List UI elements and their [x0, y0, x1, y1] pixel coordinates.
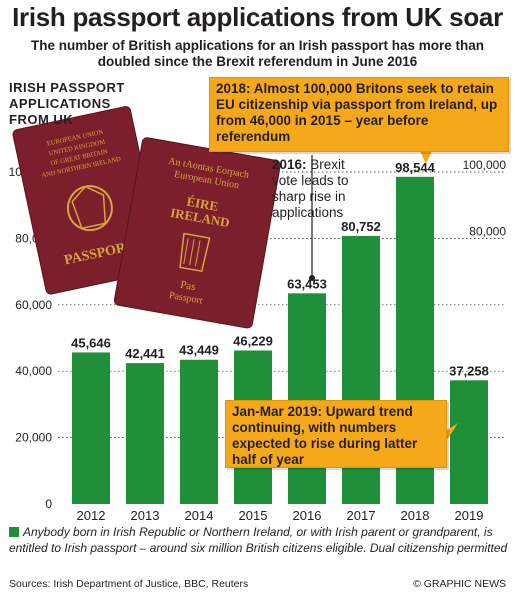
footnote: Anybody born in Irish Republic or Northe… — [9, 524, 509, 556]
x-tick-label: 2012 — [77, 508, 106, 523]
callout-2018-pointer — [420, 151, 432, 164]
x-tick-labels: 2012 2013 2014 2015 2016 2017 2018 2019 — [77, 508, 484, 523]
y-tick-label: 0 — [45, 497, 52, 511]
irish-passport-image: An tAontas Eorpach European Union ÉIRE I… — [113, 137, 281, 329]
irish-passport-word-1: Pas — [179, 279, 196, 293]
bar — [72, 352, 110, 504]
value-label: 45,646 — [71, 335, 111, 350]
harp-icon — [179, 232, 211, 273]
bars — [72, 176, 488, 504]
callout-2016-year: 2016: — [272, 157, 307, 172]
x-tick-label: 2013 — [131, 508, 160, 523]
bar — [180, 359, 218, 504]
y-tick-label: 40,000 — [15, 364, 52, 378]
footnote-bullet-icon — [9, 527, 19, 537]
callout-2018: 2018: Almost 100,000 Britons seek to ret… — [209, 77, 509, 152]
passports-illustration: EUROPEAN UNION UNITED KINGDOM OF GREAT B… — [12, 106, 281, 329]
y-tick-label-right: 100,000 — [463, 158, 507, 172]
x-tick-label: 2017 — [347, 508, 376, 523]
x-tick-label: 2014 — [185, 508, 214, 523]
y-tick-label: 20,000 — [15, 431, 52, 445]
x-tick-label: 2016 — [293, 508, 322, 523]
callout-2016: 2016: Brexit vote leads to sharp rise in… — [272, 157, 372, 221]
value-label: 80,752 — [341, 219, 381, 234]
callout-2016-text: Brexit vote leads to sharp rise in appli… — [272, 157, 349, 220]
callout-2016-dot — [309, 275, 315, 281]
x-tick-label: 2018 — [401, 508, 430, 523]
y-axis-title: IRISH PASSPORT APPLICATIONS FROM UK — [9, 80, 134, 128]
page-title: Irish passport applications from UK soar — [12, 2, 503, 32]
y-axis-title-line-1: IRISH PASSPORT — [9, 80, 125, 95]
value-label: 63,453 — [287, 276, 327, 291]
value-label: 42,441 — [125, 346, 165, 361]
footnote-text: Anybody born in Irish Republic or Northe… — [9, 525, 508, 555]
value-label: 37,258 — [449, 363, 489, 378]
value-label: 98,544 — [395, 160, 436, 175]
bar — [126, 363, 164, 504]
value-label: 46,229 — [233, 334, 273, 349]
sources: Sources: Irish Department of Justice, BB… — [9, 578, 249, 590]
value-labels: 45,646 42,441 43,449 46,229 63,453 80,752 98,5… — [71, 160, 489, 378]
irish-passport-country-1: ÉIRE — [185, 194, 219, 214]
bar — [288, 293, 326, 504]
credit: © GRAPHIC NEWS — [413, 578, 506, 590]
value-label: 43,449 — [179, 343, 219, 358]
subtitle: The number of British applications for a… — [30, 38, 485, 69]
bar — [450, 380, 488, 504]
callout-2019: Jan-Mar 2019: Upward trend continuing, w… — [225, 400, 447, 468]
y-axis-title-line-2: APPLICATIONS — [9, 96, 111, 111]
x-tick-label: 2019 — [455, 508, 484, 523]
y-tick-label-right: 80,000 — [469, 224, 506, 238]
y-tick-label: 60,000 — [15, 298, 52, 312]
callout-2019-pointer — [447, 423, 458, 440]
x-tick-label: 2015 — [239, 508, 268, 523]
y-axis-title-line-3: FROM UK — [9, 112, 74, 127]
